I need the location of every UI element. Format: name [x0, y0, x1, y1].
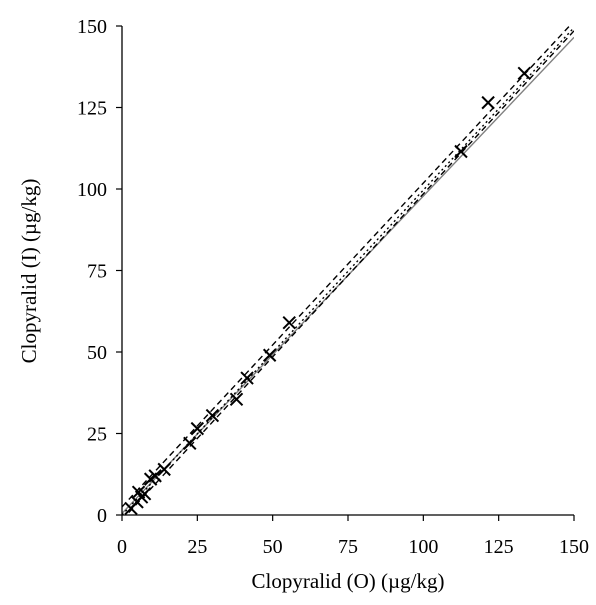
data-point — [517, 66, 531, 80]
data-point — [454, 144, 468, 159]
x-tick-label: 50 — [263, 536, 283, 558]
y-tick-label: 50 — [87, 342, 107, 364]
data-points — [124, 66, 531, 516]
data-point — [481, 95, 495, 110]
reference-line-dotted-3 — [122, 27, 574, 515]
data-point — [229, 392, 244, 406]
data-point — [148, 469, 162, 483]
y-tick-label: 100 — [77, 179, 107, 201]
data-point — [137, 487, 152, 501]
y-axis-ticks: 0 25 50 75 100 125 150 — [77, 16, 122, 527]
x-tick-label: 0 — [117, 536, 127, 558]
data-point — [240, 371, 254, 385]
y-tick-label: 25 — [87, 424, 107, 446]
y-tick-label: 150 — [77, 16, 107, 38]
x-tick-label: 100 — [408, 536, 438, 558]
data-point — [205, 408, 220, 423]
x-tick-label: 150 — [559, 536, 589, 558]
x-axis-title: Clopyralid (O) (µg/kg) — [252, 569, 445, 593]
reference-line-dashed-1 — [122, 26, 571, 508]
y-tick-label: 75 — [87, 261, 107, 283]
x-tick-label: 75 — [338, 536, 358, 558]
x-tick-label: 125 — [484, 536, 514, 558]
data-point — [282, 315, 296, 330]
data-point — [183, 436, 197, 450]
reference-line-dashed-2 — [125, 30, 574, 515]
reference-lines — [122, 26, 574, 515]
data-point — [157, 462, 171, 477]
data-point — [190, 421, 205, 436]
data-point — [262, 348, 277, 362]
x-axis-ticks: 0 25 50 75 100 125 150 — [117, 515, 589, 558]
x-tick-label: 25 — [187, 536, 207, 558]
y-tick-label: 125 — [77, 98, 107, 120]
y-tick-label: 0 — [97, 505, 107, 527]
y-axis-title: Clopyralid (I) (µg/kg) — [17, 179, 41, 364]
